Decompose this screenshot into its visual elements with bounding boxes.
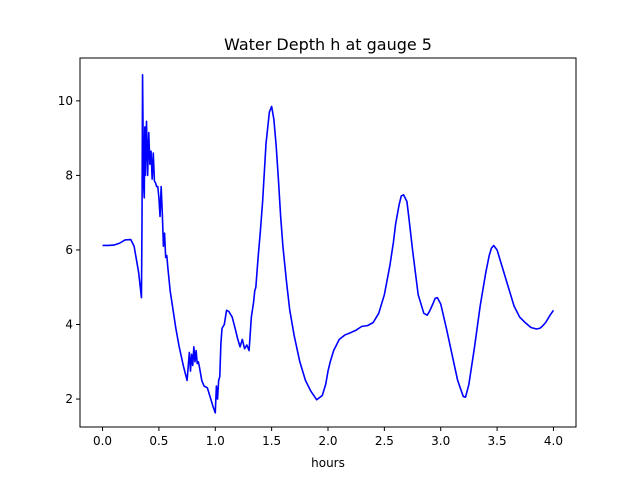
x-tick-label: 2.5 xyxy=(375,434,394,448)
x-tick-label: 2.0 xyxy=(318,434,337,448)
x-tick-label: 0.0 xyxy=(93,434,112,448)
x-tick-label: 3.5 xyxy=(488,434,507,448)
axes-ticks: 0.0 0.5 1.0 1.5 2.0 2.5 3.0 3.5 4.0 2 4 6 8 10 xyxy=(58,94,563,448)
y-tick-label: 10 xyxy=(58,94,73,108)
plot-area xyxy=(102,73,555,414)
x-tick-label: 0.5 xyxy=(149,434,168,448)
y-tick-label: 4 xyxy=(65,318,73,332)
y-tick-label: 6 xyxy=(65,243,73,257)
y-tick-label: 8 xyxy=(65,168,73,182)
x-axis-label: hours xyxy=(311,456,345,470)
x-tick-label: 4.0 xyxy=(544,434,563,448)
x-tick-label: 1.0 xyxy=(206,434,225,448)
chart-title: Water Depth h at gauge 5 xyxy=(224,35,432,54)
y-tick-label: 2 xyxy=(65,392,73,406)
x-tick-label: 1.5 xyxy=(262,434,281,448)
x-tick-label: 3.0 xyxy=(431,434,450,448)
series-line-0 xyxy=(102,73,555,414)
